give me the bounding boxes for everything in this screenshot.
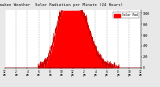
Legend: Solar Rad: Solar Rad — [112, 12, 139, 18]
Text: Milwaukee Weather  Solar Radiation per Minute (24 Hours): Milwaukee Weather Solar Radiation per Mi… — [0, 3, 123, 7]
